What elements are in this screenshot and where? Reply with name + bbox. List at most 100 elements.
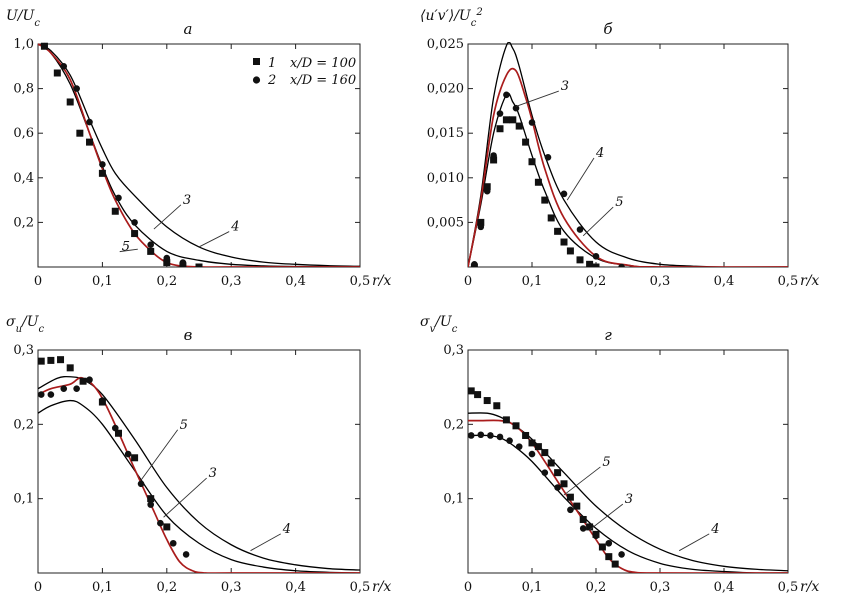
plot-frame	[467, 349, 789, 574]
data-point-circle-series-2	[147, 241, 154, 248]
curve-label-3: 3	[625, 492, 633, 507]
x-tick-label: 0,4	[285, 274, 306, 289]
data-point-square-series-1	[195, 263, 203, 267]
data-point-circle-series-2	[618, 263, 625, 267]
panel-label: в	[184, 326, 193, 344]
curve-label-3: 3	[183, 193, 191, 208]
series-line-5	[38, 376, 360, 573]
data-point-square-series-1	[66, 98, 74, 106]
data-point-square-series-1	[490, 156, 498, 164]
curve-label-3: 3	[561, 79, 569, 94]
curve-label-leader-4	[198, 231, 230, 248]
data-point-square-series-1	[560, 238, 568, 246]
curve-label-3: 3	[209, 466, 217, 481]
data-point-square-series-1	[534, 443, 542, 451]
data-point-circle-series-2	[496, 110, 504, 117]
data-point-square-series-1	[605, 553, 613, 561]
y-tick-label: 0,2	[13, 417, 34, 432]
data-point-circle-series-2	[38, 391, 45, 398]
series-line-5	[468, 67, 788, 267]
y-tick-label: 0,020	[427, 82, 464, 97]
data-point-square-series-1	[66, 364, 74, 372]
series-line-3	[38, 399, 360, 573]
data-point-circle-series-2	[124, 450, 132, 458]
data-point-circle-series-2	[592, 252, 600, 260]
data-point-circle-series-2	[131, 219, 138, 226]
data-point-square-series-1	[57, 356, 65, 364]
legend-marker-square	[253, 58, 260, 65]
y-tick-label: 0,015	[427, 126, 464, 141]
y-axis-label: U/Uc	[6, 8, 40, 29]
legend-num-1: 1	[268, 56, 276, 71]
data-point-square-series-1	[592, 263, 600, 267]
curve-label-leader-3	[153, 204, 182, 230]
x-tick-label: 0,2	[586, 580, 607, 595]
data-point-square-series-1	[79, 377, 87, 385]
data-point-circle-series-2	[86, 376, 93, 384]
x-tick-label: 0,5	[350, 274, 371, 289]
chart-panel-g: 0 0,1 0,2 0,3 0,4 0,5 0,1 0,2 0,3 σv/Uc r/x г 5 3 4	[420, 314, 819, 595]
data-point-square-series-1	[512, 422, 520, 430]
y-axis-label: σu/Uc	[6, 314, 45, 335]
data-point-circle-series-2	[47, 391, 55, 398]
data-point-circle-series-2	[179, 259, 187, 266]
data-point-square-series-1	[586, 523, 594, 531]
curve-label-leader-4	[678, 533, 710, 552]
x-axis-label: r/x	[800, 273, 819, 289]
series-line-4	[468, 412, 788, 572]
data-point-circle-series-2	[99, 161, 106, 168]
data-point-square-series-1	[598, 543, 606, 551]
data-point-square-series-1	[547, 214, 555, 222]
data-point-square-series-1	[586, 260, 594, 267]
chart-panel-b: 0 0,1 0,2 0,3 0,4 0,5 0,005 0,010 0,015 0,020 0,02…	[420, 7, 819, 290]
curve-label-4: 4	[595, 146, 604, 161]
curve-label-leader-4	[250, 533, 281, 552]
data-point-circle-series-2	[503, 91, 510, 99]
data-point-circle-series-2	[528, 119, 536, 126]
data-point-square-series-1	[515, 122, 523, 130]
y-tick-label: 1,0	[13, 37, 34, 52]
data-point-circle-series-2	[544, 153, 552, 161]
data-point-circle-series-2	[496, 433, 504, 441]
x-tick-label: 0,2	[156, 274, 177, 289]
data-point-circle-series-2	[99, 397, 106, 404]
data-point-square-series-1	[53, 69, 61, 77]
data-point-circle-series-2	[137, 480, 145, 488]
panel-label: б	[603, 20, 613, 38]
data-point-square-series-1	[522, 431, 530, 439]
curve-label-4: 4	[282, 522, 291, 537]
curve-label-leader-5	[563, 466, 601, 496]
x-tick-label: 0,4	[285, 580, 306, 595]
data-point-circle-series-2	[483, 187, 491, 195]
data-point-square-series-1	[47, 356, 55, 364]
y-tick-label: 0,2	[13, 215, 34, 230]
x-tick-label: 0,5	[778, 580, 799, 595]
series-line-4	[468, 42, 788, 267]
data-point-circle-series-2	[111, 424, 119, 432]
y-tick-label: 0,3	[13, 343, 34, 358]
data-point-square-series-1	[566, 493, 574, 501]
panel-label: г	[604, 326, 612, 344]
data-point-circle-series-2	[115, 194, 122, 202]
y-axis-label: σv/Uc	[420, 314, 458, 335]
series-line-4	[38, 43, 360, 267]
data-point-circle-series-2	[560, 190, 568, 198]
data-point-square-series-1	[86, 138, 94, 146]
legend-label-1: x/D = 100	[290, 56, 356, 71]
data-point-square-series-1	[493, 402, 501, 410]
curve-label-leader-5	[582, 206, 614, 237]
plot-data	[38, 356, 360, 573]
curve-label-leader-3	[515, 90, 559, 107]
x-tick-label: 0,5	[350, 580, 371, 595]
y-tick-label: 0,8	[13, 82, 34, 97]
data-point-square-series-1	[483, 397, 491, 405]
chart-panel-v: 0 0,1 0,2 0,3 0,4 0,5 0,1 0,2 0,3 σu/Uc r/x в 5 3 4	[6, 314, 391, 595]
y-axis-label: ⟨u′v′⟩/Uc2	[420, 7, 483, 29]
data-point-square-series-1	[147, 495, 155, 503]
y-tick-label: 0,1	[443, 492, 464, 507]
y-tick-label: 0,1	[13, 492, 34, 507]
data-point-circle-series-2	[73, 85, 80, 92]
data-point-square-series-1	[502, 116, 510, 124]
data-point-circle-series-2	[554, 484, 561, 491]
data-point-square-series-1	[541, 449, 549, 457]
